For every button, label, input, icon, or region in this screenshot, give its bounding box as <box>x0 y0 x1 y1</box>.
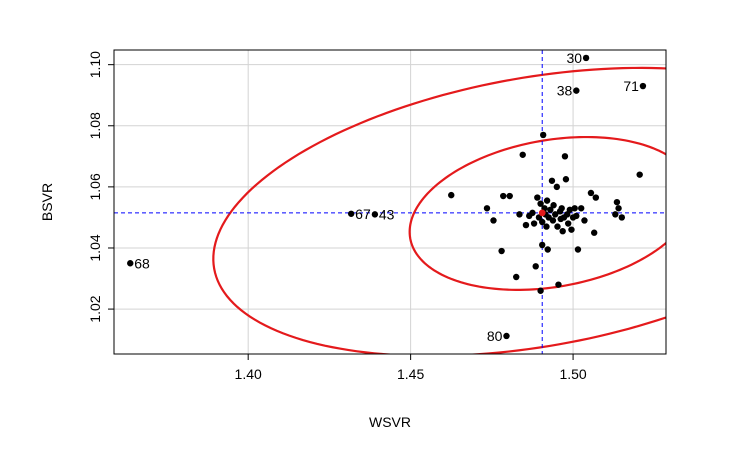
plot-frame <box>113 49 667 355</box>
data-point <box>519 151 526 158</box>
data-point <box>537 287 544 294</box>
data-point <box>581 217 588 224</box>
y-tick-label: 1.08 <box>87 112 103 139</box>
data-point <box>568 226 575 233</box>
data-point <box>543 223 550 230</box>
point-label-80: 80 <box>487 328 503 344</box>
point-label-71: 71 <box>623 78 639 94</box>
data-point <box>613 198 621 206</box>
data-point <box>498 247 505 255</box>
data-point <box>532 263 539 270</box>
data-points <box>448 131 643 294</box>
x-tick-label: 1.50 <box>559 366 586 382</box>
data-point <box>539 131 547 139</box>
data-point <box>554 223 561 230</box>
labeled-point-80 <box>503 332 510 340</box>
data-point <box>548 177 556 184</box>
data-point <box>574 246 582 253</box>
data-point <box>483 205 491 212</box>
y-tick-label: 1.06 <box>87 173 103 200</box>
y-axis-ticks: 1.02 1.04 1.06 1.08 1.10 <box>87 51 114 323</box>
labeled-point-71 <box>639 82 647 90</box>
ellipse-2 <box>212 66 666 354</box>
data-point <box>590 229 598 236</box>
confidence-ellipses <box>212 66 666 354</box>
data-point <box>539 241 546 249</box>
data-point <box>448 191 455 199</box>
data-point <box>592 194 600 201</box>
center-crosshair <box>114 50 666 354</box>
data-point <box>530 220 538 227</box>
y-tick-label: 1.10 <box>87 51 103 78</box>
data-point <box>558 205 565 212</box>
data-point <box>544 246 551 253</box>
data-point <box>565 220 572 227</box>
data-point <box>535 214 543 221</box>
grid-lines <box>114 50 666 354</box>
data-point <box>636 171 643 178</box>
data-point <box>561 153 569 160</box>
labeled-point-43 <box>371 211 379 218</box>
data-point <box>618 214 626 221</box>
point-label-67: 67 <box>355 206 371 222</box>
center-point <box>538 209 546 217</box>
x-tick-label: 1.40 <box>235 366 262 382</box>
data-point <box>566 206 574 213</box>
data-point <box>612 211 619 218</box>
data-point <box>587 189 595 197</box>
ellipse-1 <box>408 135 666 291</box>
x-axis-ticks: 1.40 1.45 1.50 <box>235 354 587 382</box>
data-point <box>550 202 557 209</box>
data-point <box>615 205 622 212</box>
labeled-point-38 <box>573 87 580 94</box>
data-point <box>547 206 554 213</box>
data-point <box>549 217 557 224</box>
data-point <box>516 211 523 218</box>
y-tick-label: 1.04 <box>87 234 103 261</box>
data-point <box>539 218 546 226</box>
data-point <box>552 211 559 218</box>
data-point <box>500 192 507 200</box>
data-point <box>513 273 520 281</box>
data-point <box>543 197 551 204</box>
y-axis-title: BSVR <box>39 183 55 221</box>
labeled-point-68 <box>127 260 134 267</box>
labeled-point-30 <box>582 54 590 62</box>
point-label-38: 38 <box>557 83 573 99</box>
data-point <box>559 227 566 235</box>
data-point <box>571 205 578 212</box>
point-label-43: 43 <box>379 206 395 222</box>
point-label-30: 30 <box>566 50 582 66</box>
data-point <box>555 281 562 288</box>
data-point <box>537 200 544 207</box>
y-tick-label: 1.02 <box>87 295 103 322</box>
data-point <box>553 183 561 191</box>
data-point <box>562 176 570 183</box>
labeled-point-67 <box>347 210 355 217</box>
data-point <box>578 205 585 212</box>
data-point <box>490 217 497 224</box>
point-label-68: 68 <box>134 255 150 271</box>
x-tick-label: 1.45 <box>397 366 424 382</box>
data-point <box>522 221 530 229</box>
data-point <box>573 212 580 220</box>
point-labels: 68 67 43 30 38 71 80 <box>127 50 647 344</box>
data-point <box>529 209 536 217</box>
data-point <box>506 192 513 200</box>
data-point <box>534 194 541 201</box>
x-axis-title: WSVR <box>369 414 411 430</box>
